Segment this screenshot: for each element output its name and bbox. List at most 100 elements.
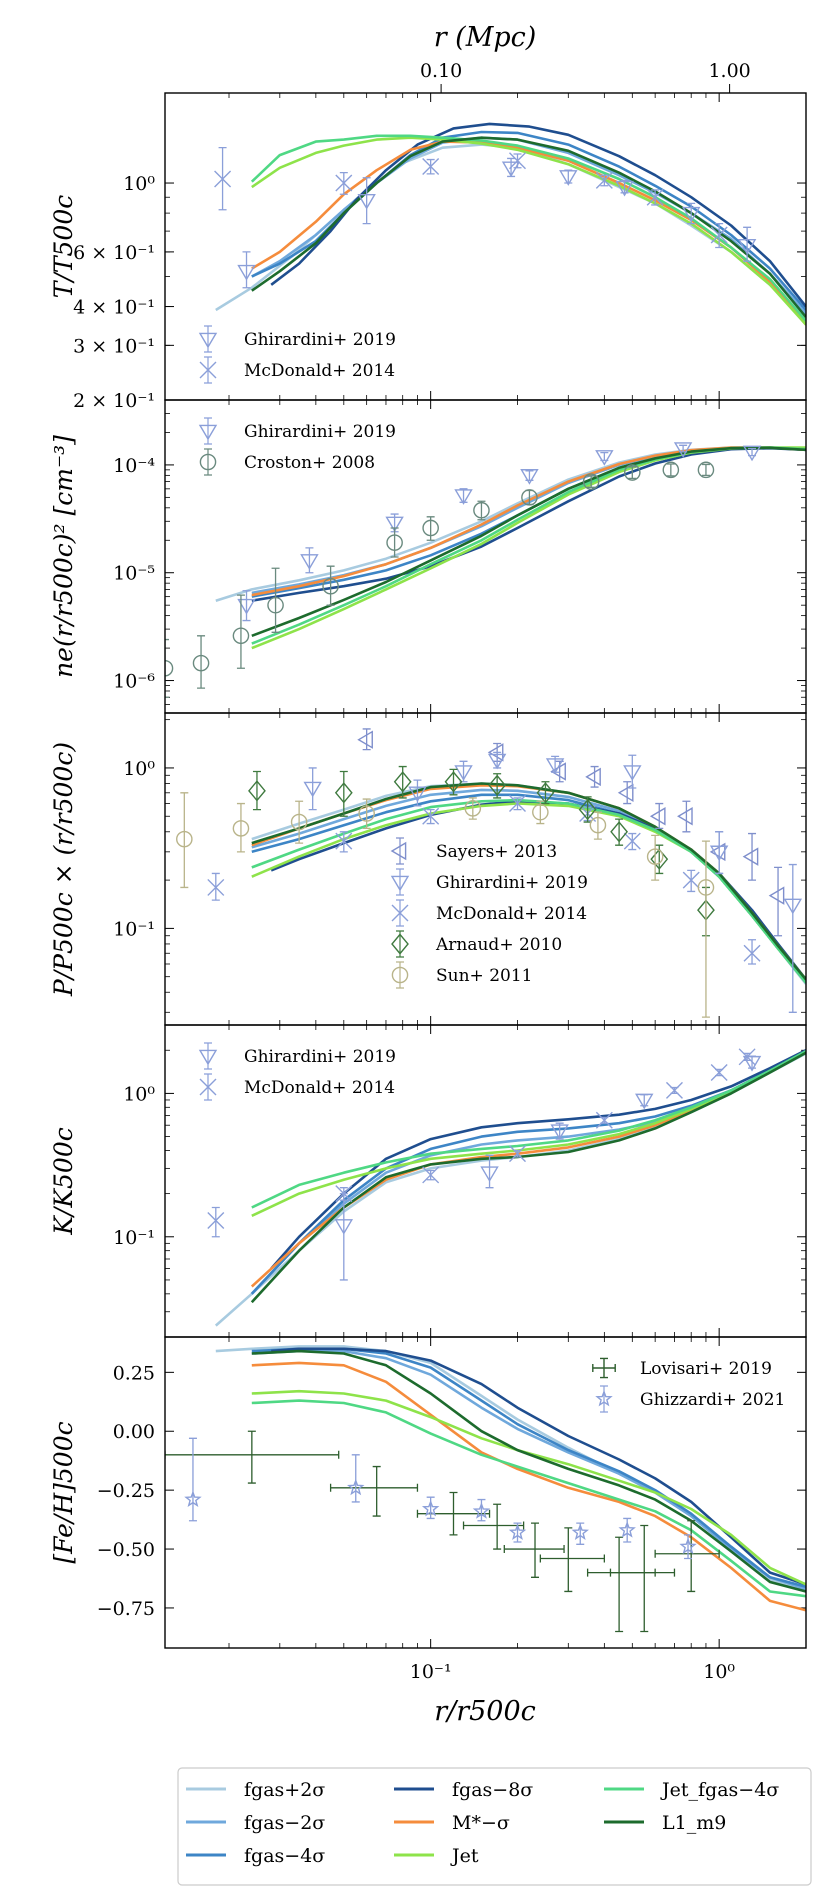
- y-tick-label: 10⁻⁶: [113, 671, 155, 693]
- error-bar: [362, 798, 371, 830]
- error-bar: [197, 635, 206, 689]
- data-point-mcdonald-2014: [710, 1063, 728, 1081]
- data-point-croston-2008: [232, 627, 250, 645]
- data-point-ghirardini-2019: [357, 193, 376, 210]
- legend-marker-ghizzardi-2021: [595, 1389, 613, 1407]
- panel-legend: Ghirardini+ 2019 McDonald+ 2014: [198, 1042, 396, 1101]
- error-bar: [774, 866, 783, 937]
- error-bar: [564, 1527, 573, 1593]
- series-line-l1-m9: [251, 782, 806, 981]
- data-point-arnaud-2010: [578, 798, 597, 821]
- data-point-sayers-2013: [617, 783, 634, 803]
- data-point-mcdonald-2014: [509, 1145, 526, 1163]
- top-axis: 0.10 1.00 10⁻¹ 10⁰: [410, 60, 751, 1683]
- data-point-croston-2008: [521, 489, 538, 506]
- legend-error-glyph: [204, 448, 212, 476]
- y-tick-label: 10⁻⁵: [113, 563, 155, 585]
- error-bar: [587, 475, 596, 488]
- error-bar: [666, 463, 675, 477]
- y-tick-label: 6 × 10⁻¹: [73, 242, 155, 264]
- error-bar: [188, 1437, 197, 1522]
- data-point-croston-2008: [322, 577, 339, 595]
- legend-entry-m: M*−σ: [452, 1812, 510, 1834]
- data-point-mcdonald-2014: [422, 158, 440, 176]
- model-series: [251, 782, 806, 985]
- data-point-croston-2008: [662, 461, 680, 479]
- data-point-sayers-2013: [487, 743, 504, 762]
- data-point-ghizzardi-2021: [618, 1521, 636, 1538]
- data-point-ghizzardi-2021: [472, 1502, 491, 1519]
- data-point-ghirardini-2019: [454, 765, 473, 781]
- series-line-jet-fgas-4: [251, 1050, 806, 1209]
- data-point-mcdonald-2014: [595, 1111, 613, 1129]
- error-bar: [743, 226, 752, 262]
- panel-legend: Lovisari+ 2019 Ghizzardi+ 2021: [592, 1357, 785, 1413]
- bottom-legend: fgas+2σ fgas−2σ fgas−4σ fgas−8σ M*−σ Jet Jet_f…: [177, 1767, 812, 1886]
- series-line-jet: [251, 1389, 806, 1586]
- y-axis-label: K/K500c: [49, 1127, 78, 1236]
- data-point-mcdonald-2014: [207, 1211, 225, 1229]
- data-point-sun-2011: [697, 879, 715, 896]
- data-point-arnaud-2010: [444, 771, 463, 793]
- error-bar: [362, 728, 371, 751]
- error-bar: [715, 831, 724, 875]
- data-point-croston-2008: [624, 464, 641, 481]
- legend-marker-mcdonald-2014: [199, 1078, 217, 1096]
- error-bar: [640, 1524, 649, 1633]
- data-point-sayers-2013: [649, 807, 666, 826]
- model-series: [215, 446, 806, 650]
- panel-legend: Ghirardini+ 2019 Croston+ 2008: [198, 417, 396, 476]
- data-point-croston-2008: [267, 596, 284, 614]
- error-bar-x: [165, 1450, 340, 1459]
- legend-label: Ghirardini+ 2019: [244, 422, 396, 442]
- legend-marker-mcdonald-2014: [391, 904, 409, 922]
- legend-label: Croston+ 2008: [244, 453, 375, 473]
- error-bar: [477, 500, 486, 521]
- data-point-mcdonald-2014: [738, 1048, 756, 1066]
- data-point-ghirardini-2019: [385, 516, 404, 533]
- data-point-ghizzardi-2021: [184, 1490, 202, 1507]
- observations: [165, 1430, 720, 1633]
- error-bar: [590, 765, 599, 788]
- error-bar: [372, 1465, 381, 1517]
- error-bar: [701, 463, 710, 477]
- legend-label: Sun+ 2011: [436, 966, 532, 986]
- data-point-arnaud-2010: [536, 782, 555, 804]
- legend-label: Arnaud+ 2010: [435, 935, 562, 955]
- data-point-sayers-2013: [709, 842, 726, 862]
- data-point-croston-2008: [422, 519, 439, 537]
- data-point-croston-2008: [697, 461, 715, 479]
- data-point-mcdonald-2014: [422, 807, 440, 825]
- data-point-mcdonald-2014: [335, 1185, 353, 1203]
- bottom-legend-frame: [177, 1767, 812, 1886]
- data-point-sun-2011: [589, 816, 607, 834]
- legend-marker-ghirardini-2019: [198, 1049, 218, 1066]
- error-bar: [390, 527, 399, 558]
- data-point-mcdonald-2014: [335, 832, 353, 850]
- data-point-ghizzardi-2021: [508, 1523, 527, 1540]
- error-bar: [242, 590, 251, 622]
- series-line-jet-fgas-4: [251, 798, 806, 984]
- data-point-sayers-2013: [357, 730, 373, 749]
- legend-entry-jet: Jet: [450, 1845, 479, 1867]
- error-bar: [620, 179, 629, 194]
- error-bar: [339, 770, 348, 817]
- data-point-arnaud-2010: [334, 782, 353, 804]
- y-tick-label: 2 × 10⁻¹: [73, 390, 155, 412]
- observations: [207, 1048, 762, 1281]
- error-bar: [459, 488, 468, 503]
- panel-legend: Ghirardini+ 2019 McDonald+ 2014: [198, 325, 396, 384]
- bottom-tick-label: 10⁰: [703, 1661, 735, 1683]
- error-bar: [247, 1430, 256, 1484]
- series-line-fgas-2: [215, 1345, 806, 1593]
- data-point-ghirardini-2019: [742, 1055, 762, 1072]
- error-bar-x: [462, 1521, 525, 1530]
- error-bar: [655, 802, 664, 830]
- data-point-ghirardini-2019: [454, 489, 473, 505]
- error-bar: [485, 1154, 494, 1189]
- error-bar: [236, 802, 245, 853]
- bottom-tick-label: 10⁻¹: [410, 1661, 452, 1683]
- legend-label: Ghirardini+ 2019: [244, 330, 396, 350]
- data-point-mcdonald-2014: [595, 171, 613, 189]
- data-point-sun-2011: [176, 830, 193, 848]
